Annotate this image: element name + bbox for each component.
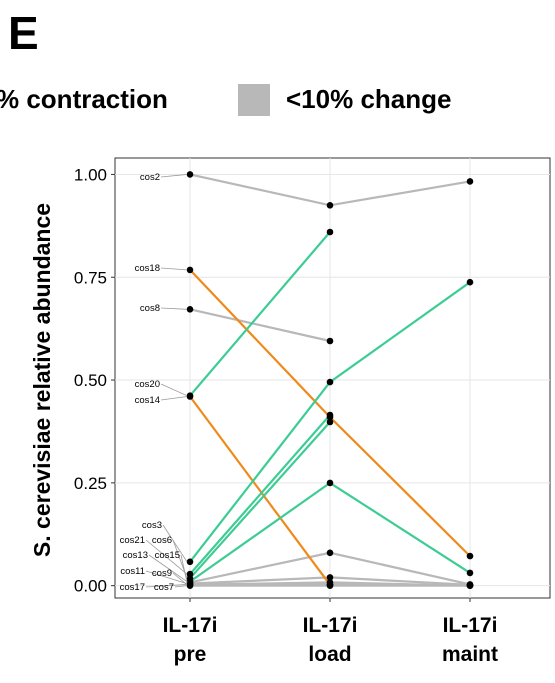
- data-point-cos8-1: [326, 337, 334, 345]
- point-label-cos13: cos13: [123, 550, 148, 561]
- point-label-cos15: cos15: [155, 550, 180, 561]
- data-point-cos7-2: [466, 582, 474, 589]
- data-point-cos11-1: [326, 574, 334, 581]
- label-leaders: [145, 174, 188, 588]
- leader-cos13: [148, 554, 188, 582]
- x-tick-label-0-0: IL-17i: [163, 614, 218, 637]
- data-point-cos3-1: [326, 378, 334, 386]
- y-tick-label-4: 1.00: [74, 165, 107, 184]
- data-point-cos3-0: [186, 558, 194, 566]
- series-line-cos8: [189, 308, 331, 343]
- data-point-cos18-0: [186, 266, 194, 274]
- data-point-cos2-0: [186, 171, 194, 178]
- data-point-cos18-2: [466, 552, 474, 560]
- leader-cos15: [180, 554, 188, 583]
- data-point-cos13-2: [466, 569, 474, 577]
- leader-cos3: [162, 524, 188, 563]
- x-tick-label-2-0: IL-17i: [443, 614, 498, 637]
- y-axis-title: S. cerevisiae relative abundance: [29, 203, 55, 557]
- point-label-cos7: cos7: [154, 582, 174, 593]
- leader-cos20: [160, 383, 188, 397]
- leader-cos14: [160, 396, 188, 401]
- leader-cos8: [160, 307, 188, 310]
- leader-cos2: [160, 174, 188, 178]
- series-line-cos14: [189, 395, 331, 586]
- point-label-cos14: cos14: [135, 395, 160, 406]
- leader-cos21: [145, 539, 188, 575]
- data-point-cos14-0: [186, 393, 194, 400]
- legend-label-change: <10% change: [286, 84, 452, 114]
- x-axis-ticks: IL-17i pre IL-17i load IL-17i maint: [163, 598, 498, 666]
- leader-cos17: [145, 584, 188, 588]
- series-line-cos21: [189, 414, 331, 575]
- leader-cos7: [174, 585, 188, 588]
- x-tick-label-2-1: maint: [442, 643, 498, 666]
- panel-letter: E: [8, 7, 39, 59]
- point-label-cos9: cos9: [152, 568, 172, 579]
- leader-cos9: [172, 572, 188, 586]
- y-tick-label-3: 0.75: [74, 268, 107, 287]
- leader-cos18: [160, 267, 188, 271]
- data-point-cos21-1: [326, 411, 334, 419]
- point-label-cos6: cos6: [152, 535, 172, 546]
- data-point-cos20-1: [326, 228, 334, 236]
- leader-cos11: [145, 570, 188, 584]
- x-tick-label-0-1: pre: [174, 643, 207, 666]
- point-label-cos8: cos8: [140, 303, 160, 314]
- point-label-cos2: cos2: [140, 172, 160, 183]
- data-point-cos13-1: [326, 479, 334, 487]
- point-labels: cos2 cos18 cos8 cos20 cos14 cos3 cos21 cos6 cos1…: [120, 172, 180, 593]
- y-tick-label-1: 0.25: [74, 474, 107, 493]
- legend-label-contraction: % contraction: [0, 84, 168, 114]
- x-tick-label-1-0: IL-17i: [303, 614, 358, 637]
- data-point-cos3-2: [466, 278, 474, 286]
- legend: % contraction <10% change: [0, 80, 555, 120]
- data-point-cos2-1: [326, 202, 334, 209]
- data-point-cos15-1: [326, 549, 334, 557]
- point-label-cos18: cos18: [135, 263, 160, 274]
- series-line-cos20: [189, 231, 331, 397]
- series-line-cos6: [189, 421, 331, 580]
- point-label-cos20: cos20: [135, 379, 160, 390]
- point-label-cos3: cos3: [142, 520, 162, 531]
- data-point-cos2-2: [466, 178, 474, 185]
- y-axis-ticks: 0.00 0.25 0.50 0.75 1.00: [74, 165, 115, 596]
- point-label-cos17: cos17: [120, 582, 145, 593]
- data-point-cos7-0: [186, 582, 194, 589]
- data-points: [186, 171, 474, 589]
- legend-swatch-change: [238, 84, 270, 116]
- point-label-cos21: cos21: [120, 535, 145, 546]
- y-tick-label-0: 0.00: [74, 577, 107, 596]
- data-point-cos8-0: [186, 306, 194, 313]
- data-point-cos6-1: [326, 418, 334, 426]
- point-label-cos11: cos11: [120, 566, 145, 577]
- plot-frame: [114, 157, 551, 599]
- x-tick-label-1-1: load: [308, 643, 351, 666]
- data-point-cos7-1: [326, 582, 334, 589]
- y-tick-label-2: 0.50: [74, 371, 107, 390]
